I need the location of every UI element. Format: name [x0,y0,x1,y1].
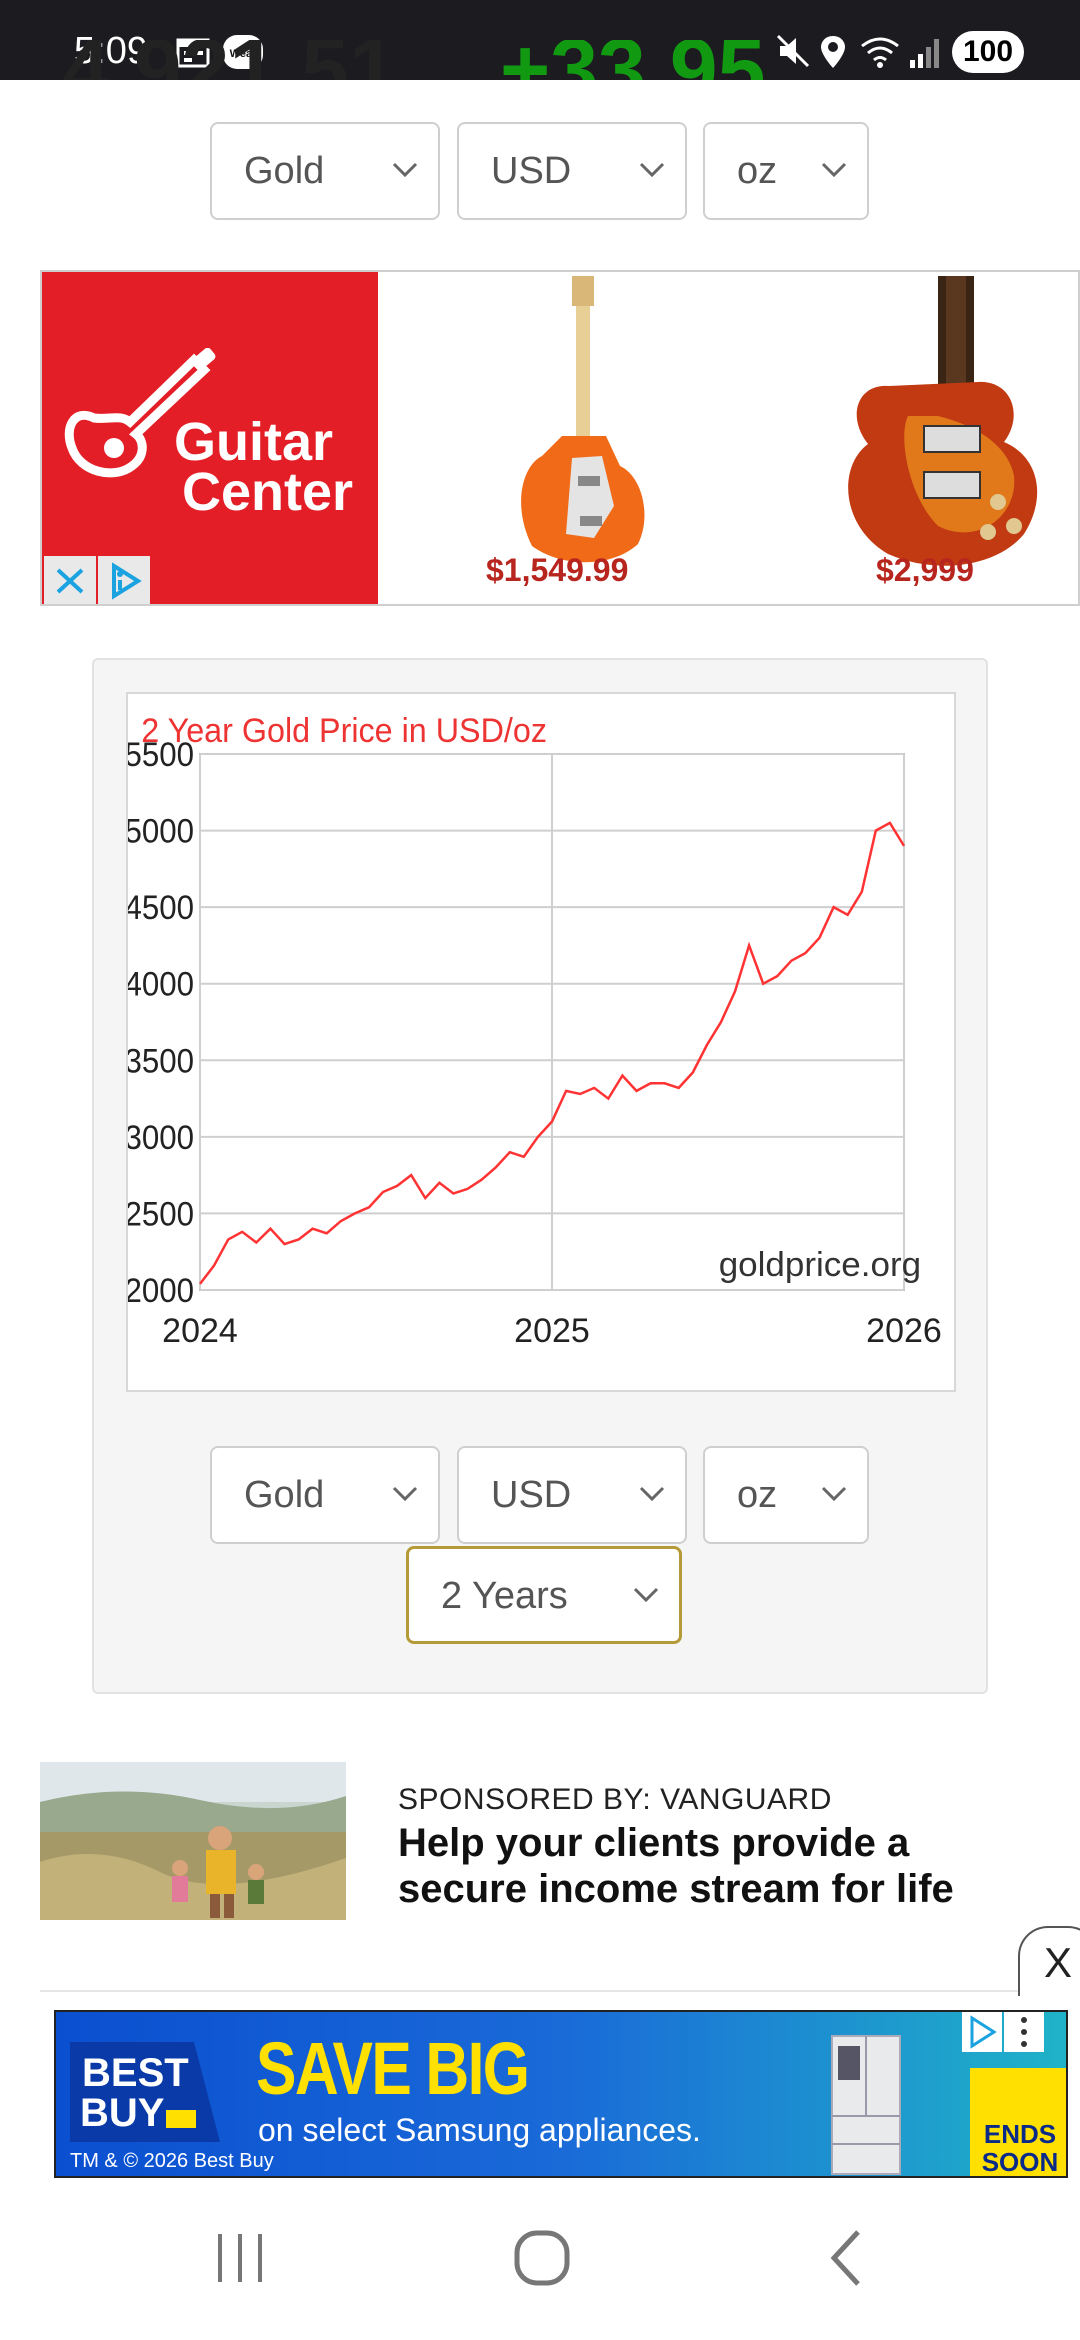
y-tick-label: 4000 [128,964,194,1003]
x-tick-label: 2026 [866,1312,942,1350]
wifi-icon [861,37,899,68]
unit-select-value: oz [737,1474,778,1516]
y-tick-label: 2500 [128,1194,194,1233]
unit-select-top[interactable]: oz [703,122,869,220]
price-row-mask [0,80,1080,120]
sponsored-hiking-image[interactable] [40,1762,346,1920]
guitar-center-brand-line2: Center [182,462,354,522]
calendar-icon [176,38,210,68]
best-buy-logo-line1: BEST [82,2051,189,2095]
chevron-down-icon [639,1486,665,1502]
currency-select-bottom[interactable]: USD [457,1446,687,1544]
metal-select-top[interactable]: Gold [210,122,440,220]
unit-select-value: oz [737,150,778,192]
chevron-down-icon [639,162,665,178]
adchoices-icon[interactable] [962,2012,1002,2052]
battery-indicator: 100 [952,31,1024,73]
signal-icon [910,39,939,68]
sponsored-by-label: SPONSORED BY: VANGUARD [398,1783,832,1816]
les-paul-guitar-image [848,276,1038,566]
currency-select-top[interactable]: USD [457,122,687,220]
location-icon [821,36,845,68]
home-icon[interactable] [512,2228,572,2288]
ends-soon-badge: ENDS SOON [970,2068,1066,2177]
time-range-select[interactable]: 2 Years [406,1546,682,1644]
guitar-logo-icon [64,348,216,478]
status-time: 5:09 [74,30,148,72]
ends-soon-line2: SOON [981,2147,1059,2177]
guitar-price-1: $1,549.99 [486,552,629,588]
y-tick-label: 2000 [128,1271,194,1310]
y-tick-label: 3000 [128,1118,194,1157]
gold-price-chart: 2 Year Gold Price in USD/oz 5500 5000 4500… [126,692,956,1392]
divider [40,1990,1080,1992]
best-buy-ad[interactable]: BEST BUY SAVE BIG on select Samsung appl… [54,2010,1068,2178]
refrigerator-image [831,2035,901,2175]
system-nav-bar [0,2200,1080,2340]
chart-canvas: 2 Year Gold Price in USD/oz 5500 5000 4500… [128,712,942,1350]
chevron-down-icon [821,1486,847,1502]
currency-select-value: USD [491,150,572,192]
metal-select-bottom[interactable]: Gold [210,1446,440,1544]
y-tick-label: 3500 [128,1041,194,1080]
chevron-down-icon [392,1486,418,1502]
adchoices-icon[interactable] [98,556,150,604]
sponsored-headline[interactable]: Help your clients provide a secure incom… [398,1821,954,1911]
ends-soon-line1: ENDS [983,2119,1057,2149]
metal-select-value: Gold [244,1474,325,1516]
svg-text:Wear: Wear [230,48,257,60]
y-tick-label: 5500 [128,735,194,774]
x-tick-label: 2024 [162,1312,238,1350]
time-range-value: 2 Years [441,1575,568,1617]
best-buy-legal: TM & © 2026 Best Buy [70,2150,274,2172]
status-bar: 5:09 Wear 100 [0,0,1080,80]
chart-watermark: goldprice.org [719,1246,921,1283]
chart-title: 2 Year Gold Price in USD/oz [141,712,547,750]
guitar-center-brand-line1: Guitar [174,412,334,472]
chevron-down-icon [633,1587,659,1603]
best-buy-subline: on select Samsung appliances. [258,2112,701,2148]
guitar-center-ad[interactable]: Guitar Center $1,549.99 $2,999 [40,270,1080,606]
metal-select-value: Gold [244,150,325,192]
gold-price-series-line [199,821,906,1285]
chevron-down-icon [821,162,847,178]
best-buy-logo: BEST BUY [70,2042,220,2142]
electric-guitar-image [521,276,645,563]
x-axis-ticks: 2024 2025 2026 [162,1312,942,1350]
y-tick-label: 5000 [128,811,194,850]
y-tick-label: 4500 [128,888,194,927]
x-tick-label: 2025 [514,1312,590,1350]
y-axis-ticks: 5500 5000 4500 4000 3500 3000 2500 2000 [128,735,194,1310]
unit-select-bottom[interactable]: oz [703,1446,869,1544]
guitar-price-2: $2,999 [876,552,974,588]
best-buy-headline: SAVE BIG [256,2027,530,2110]
currency-select-value: USD [491,1474,572,1516]
back-icon[interactable] [824,2228,868,2288]
wear-app-icon: Wear [223,35,263,69]
ad-close-icon[interactable] [44,556,96,604]
recent-apps-icon[interactable] [212,2230,268,2286]
mute-icon [776,34,810,68]
close-ad-button[interactable]: X [1018,1926,1080,1996]
ad-more-options-icon[interactable] [1004,2012,1044,2052]
chart-grid [199,753,905,1291]
chevron-down-icon [392,162,418,178]
best-buy-logo-line2: BUY [80,2091,165,2135]
guitar-center-logo: Guitar Center [42,272,378,604]
